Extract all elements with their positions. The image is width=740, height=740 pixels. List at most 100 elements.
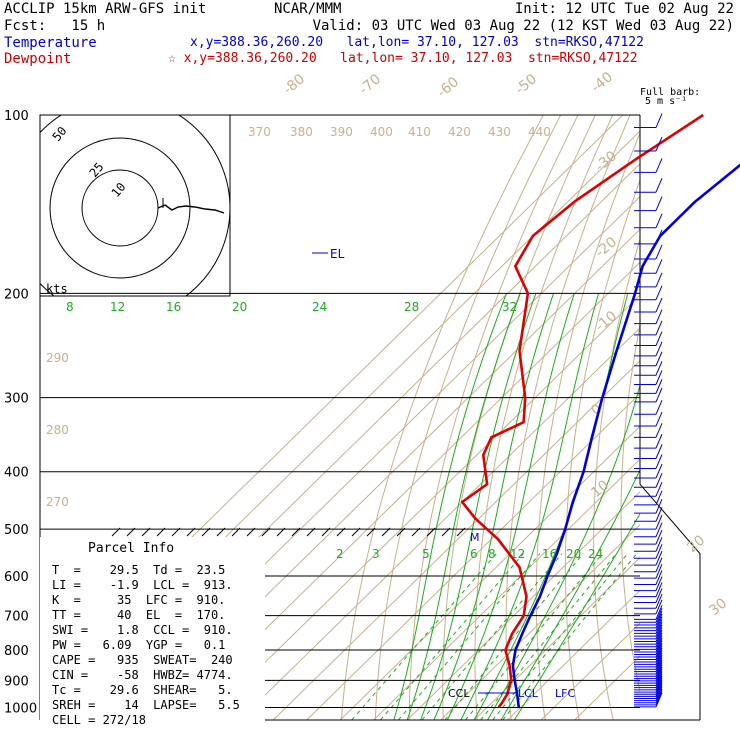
parcel-info-row: K = 35 LFC = 910. (52, 593, 225, 607)
isotherm (339, 425, 640, 720)
pressure-tick-label: 500 (4, 523, 29, 538)
isotherm (406, 491, 640, 720)
wind-barb-flag (655, 361, 663, 376)
wind-barb-flag (655, 664, 663, 679)
isotherm (272, 359, 640, 720)
hatch-mark (306, 527, 316, 537)
mixing-ratio-label: 6 (470, 547, 478, 561)
init-time: Init: 12 UTC Tue 02 Aug 22 (514, 1, 734, 17)
wind-barb-flag (655, 259, 663, 274)
wind-barb-flag (655, 473, 663, 488)
dewpoint-location: ☆ x,y=388.36,260.20 lat,lon= 37.10, 127.… (168, 51, 638, 66)
wind-barb-flag (655, 594, 663, 609)
wind-barb-flag (655, 379, 663, 394)
theta-e-label: 24 (312, 300, 327, 314)
wind-barb-flag (655, 655, 663, 670)
theta-e-label: 28 (404, 300, 419, 314)
isotherm-label: -80 (280, 71, 308, 98)
isotherm (205, 294, 640, 720)
isotherm-label: -10 (592, 308, 620, 335)
background-lines (40, 115, 740, 720)
wind-barb-flag (655, 640, 663, 655)
isotherm (507, 589, 640, 720)
theta-label: 370 (248, 125, 271, 139)
level-annotations: EL M CCL LCL LFC (111, 247, 575, 700)
dry-adiabat (535, 131, 640, 720)
dry-adiabat (474, 115, 614, 720)
dry-adiabat (674, 115, 734, 720)
dewpoint-profile (460, 113, 704, 709)
wind-barb-flag (655, 423, 663, 438)
hatch-mark (396, 527, 406, 537)
parcel-info-row: CAPE = 935 SWEAT= 240 (52, 653, 233, 667)
hatch-mark (216, 527, 226, 537)
wind-barb-flag (655, 570, 663, 585)
ccl-label: CCL (448, 687, 470, 700)
temperature-profile (511, 163, 740, 708)
wind-barb-flag (655, 635, 663, 650)
hodograph: 50 25 10 kts (39, 114, 231, 297)
hatch-mark (246, 527, 256, 537)
isotherm-label: -40 (588, 69, 616, 96)
parcel-info-row: TT = 40 EL = 170. (52, 608, 225, 622)
moist-adiabat (446, 293, 575, 720)
hatch-mark (351, 527, 361, 537)
temperature-legend: Temperature (4, 35, 97, 51)
wind-barb-flag (655, 576, 663, 591)
pressure-tick-label: 800 (4, 644, 29, 659)
wind-barb-flag (655, 544, 663, 559)
wind-barb-flag (655, 522, 663, 537)
mixing-ratio-label: 8 (488, 547, 496, 561)
wind-barb-flag (655, 550, 663, 566)
wind-barb-flag (655, 454, 663, 469)
hatch-mark (171, 527, 181, 537)
theta-e-label: 12 (110, 300, 125, 314)
mixing-ratio-label: 5 (422, 547, 430, 561)
wind-barb-flag (655, 229, 663, 245)
organization: NCAR/MMM (274, 1, 342, 17)
wind-barb-flag (655, 627, 663, 642)
wind-barb-flag (655, 411, 663, 427)
parcel-info-row: Tc = 29.6 SHEAR= 5. (52, 683, 233, 697)
hatch-mark (201, 527, 211, 537)
parcel-info-row: CIN = -58 HWBZ= 4774. (52, 668, 233, 682)
moist-adiabat (460, 293, 600, 720)
isotherm (373, 458, 640, 720)
isotherm (239, 327, 640, 720)
wind-barb-flag (655, 537, 663, 552)
hatch-mark (366, 527, 376, 537)
hatch-mark (456, 527, 466, 537)
hatch-mark (411, 527, 421, 537)
pressure-tick-label: 900 (4, 674, 29, 689)
wind-barb-flag (655, 652, 663, 668)
mixing-ratio-label: 3 (372, 547, 380, 561)
wind-barb-flag (655, 608, 663, 623)
wind-barb-flag (655, 136, 663, 152)
wind-barb-flag (655, 629, 663, 645)
mixing-ratio-label: 16 (542, 547, 557, 561)
theta-label: 440 (528, 125, 551, 139)
hatch-mark (381, 527, 391, 537)
wind-barb-title: Full barb: (640, 87, 700, 98)
theta-e-label: 32 (502, 300, 517, 314)
isotherm (172, 261, 640, 720)
wind-barb-flag (655, 557, 663, 572)
wind-barb-flag (655, 688, 663, 703)
theta-label: 390 (330, 125, 353, 139)
wind-barb-flag (655, 657, 663, 672)
moist-adiabat (433, 293, 555, 720)
wind-barb-flag (655, 621, 663, 637)
profiles (460, 113, 740, 709)
dry-adiabat (442, 115, 596, 720)
temperature-location: x,y=388.36,260.20 lat,lon= 37.10, 127.03… (190, 35, 644, 50)
wind-barb-flag (655, 666, 663, 682)
isotherm-label: -50 (512, 71, 540, 98)
isotherm-label: 30 (706, 595, 730, 619)
dry-adiabat (699, 115, 740, 720)
theta-label: 380 (290, 125, 313, 139)
melting-level-label: M (470, 531, 480, 544)
hatch-mark (156, 527, 166, 537)
lcl-label: LCL (518, 687, 539, 700)
wind-barb-flag (655, 619, 663, 634)
